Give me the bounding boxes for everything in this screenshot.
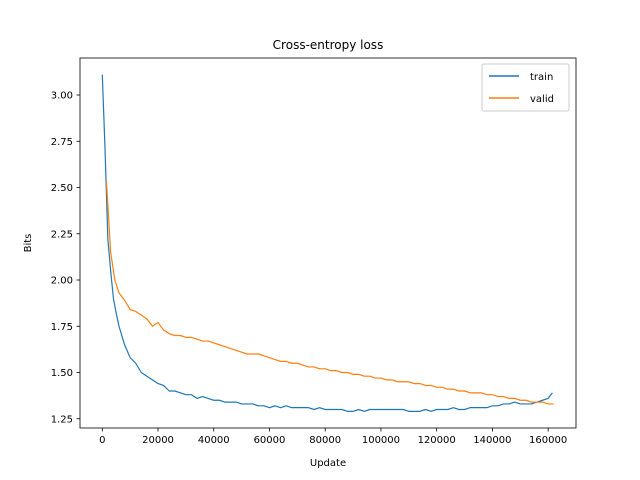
y-tick-label: 2.50 [51, 183, 73, 194]
x-axis-label: Update [310, 458, 346, 469]
plot-frame [79, 57, 577, 429]
x-axis-ticks: 0 20000 40000 60000 80000 100000 120000 140000 1… [99, 428, 567, 446]
legend-box [481, 63, 570, 112]
y-tick-label: 1.25 [51, 414, 73, 425]
x-tick-label: 60000 [254, 435, 286, 446]
y-tick-label: 1.50 [51, 368, 73, 379]
y-tick-label: 3.00 [51, 91, 73, 102]
legend-label-train: train [530, 72, 553, 83]
legend: train valid [481, 63, 570, 112]
legend-label-valid: valid [530, 94, 554, 105]
y-tick-label: 2.00 [51, 276, 73, 287]
series-line-valid [105, 181, 554, 405]
y-axis-ticks: 1.25 1.50 1.75 2.00 2.25 2.50 2.75 3.00 [51, 91, 80, 425]
x-tick-label: 40000 [198, 435, 230, 446]
plot-series [101, 74, 554, 412]
x-tick-label: 160000 [529, 435, 567, 446]
x-tick-label: 120000 [418, 435, 456, 446]
x-tick-label: 140000 [473, 435, 511, 446]
x-tick-label: 80000 [309, 435, 341, 446]
series-line-train [101, 74, 553, 412]
chart-title: Cross-entropy loss [273, 38, 384, 52]
y-tick-label: 2.25 [51, 229, 73, 240]
x-tick-label: 20000 [142, 435, 174, 446]
x-tick-label: 100000 [362, 435, 400, 446]
y-tick-label: 1.75 [51, 322, 73, 333]
x-tick-label: 0 [99, 435, 105, 446]
y-axis-label: Bits [23, 234, 34, 253]
y-tick-label: 2.75 [51, 137, 73, 148]
